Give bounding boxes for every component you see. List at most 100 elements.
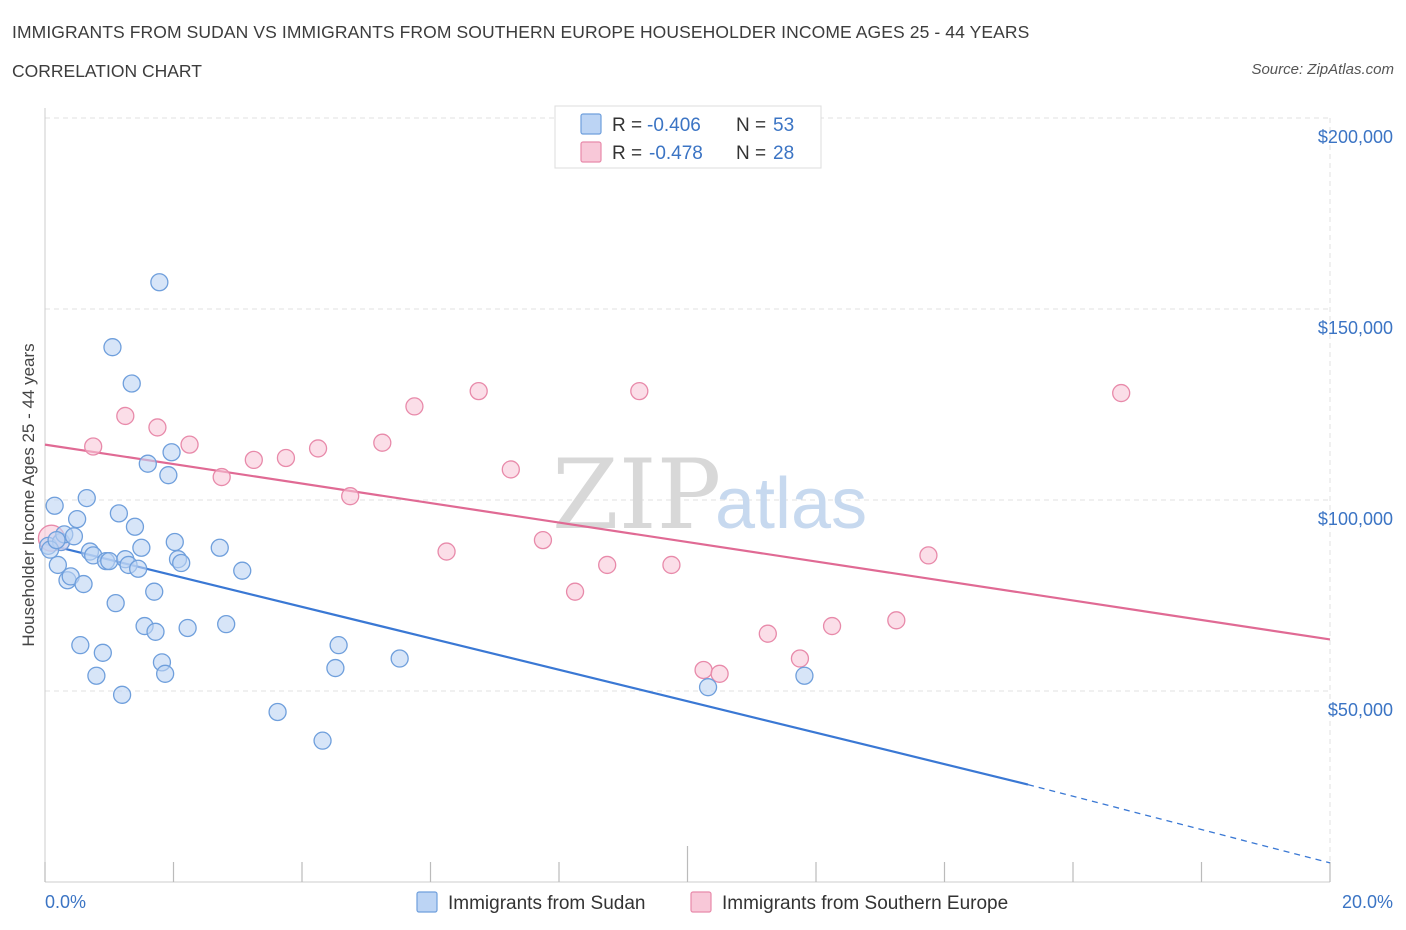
point-sudan-2 xyxy=(48,555,67,575)
legend-r-value-sudan: -0.406 xyxy=(647,115,701,136)
point-sudan-39 xyxy=(172,553,191,573)
legend-swatch-southern-europe xyxy=(580,141,602,163)
watermark-zip: ZIP xyxy=(552,439,721,551)
point-sudan-32 xyxy=(150,273,169,292)
point-southern-europe-16 xyxy=(533,530,553,550)
point-sudan-25 xyxy=(125,517,145,536)
point-sudan-34 xyxy=(155,664,175,683)
watermark-atlas: atlas xyxy=(715,464,867,544)
point-southern-europe-19 xyxy=(630,381,649,401)
point-sudan-1 xyxy=(45,496,64,515)
point-sudan-26 xyxy=(129,559,148,578)
y-tick-label-0: $50,000 xyxy=(1328,700,1393,720)
point-sudan-10 xyxy=(74,574,93,594)
point-sudan-52 xyxy=(47,530,66,550)
point-southern-europe-6 xyxy=(212,467,231,487)
x-tick-label-0: 0.0% xyxy=(45,892,86,912)
point-southern-europe-20 xyxy=(662,555,681,575)
legend-n-value-sudan: 53 xyxy=(773,115,794,136)
legend-r-label-sudan: R = xyxy=(612,115,642,136)
point-southern-europe-13 xyxy=(437,542,456,561)
point-southern-europe-2 xyxy=(84,437,103,456)
point-southern-europe-4 xyxy=(148,418,167,437)
point-sudan-15 xyxy=(93,643,112,662)
point-sudan-37 xyxy=(165,532,184,552)
y-tick-labels: $50,000 $100,000 $150,000 $200,000 xyxy=(1318,127,1393,720)
y-tick-label-1: $100,000 xyxy=(1318,509,1393,529)
chart-subtitle: CORRELATION CHART xyxy=(12,61,202,81)
point-southern-europe-17 xyxy=(565,582,585,601)
trend-lines xyxy=(44,443,1331,864)
point-southern-europe-14 xyxy=(469,381,488,401)
axes xyxy=(44,108,1331,883)
bottom-legend-label-southern-europe: Immigrants from Southern Europe xyxy=(722,893,1008,914)
point-sudan-19 xyxy=(106,593,125,613)
point-southern-europe-7 xyxy=(244,450,263,470)
trend-line-sudan xyxy=(44,542,1029,786)
legend-r-label-southern-europe: R = xyxy=(612,143,642,164)
point-southern-europe-25 xyxy=(822,616,842,636)
point-sudan-43 xyxy=(233,561,252,580)
point-sudan-21 xyxy=(112,685,132,704)
point-sudan-41 xyxy=(210,538,229,557)
point-southern-europe-22 xyxy=(710,664,729,683)
point-sudan-42 xyxy=(217,615,236,634)
point-southern-europe-15 xyxy=(501,460,520,479)
point-southern-europe-10 xyxy=(341,487,360,506)
point-southern-europe-8 xyxy=(276,448,296,468)
point-sudan-24 xyxy=(122,374,141,393)
y-tick-label-3: $200,000 xyxy=(1318,127,1393,147)
point-southern-europe-11 xyxy=(373,433,392,452)
point-sudan-7 xyxy=(64,527,84,546)
data-points xyxy=(37,273,1131,750)
point-sudan-48 xyxy=(390,649,409,668)
point-sudan-14 xyxy=(87,666,106,685)
point-sudan-40 xyxy=(178,618,197,638)
point-sudan-49 xyxy=(698,678,718,697)
point-sudan-50 xyxy=(795,666,814,685)
legend-n-label-southern-europe: N = xyxy=(736,143,766,164)
point-southern-europe-27 xyxy=(919,546,938,565)
trend-line-sudan-extrapolated xyxy=(1027,783,1331,864)
trend-line-southern-europe xyxy=(44,443,1331,641)
point-southern-europe-23 xyxy=(758,624,777,643)
point-sudan-18 xyxy=(103,338,122,357)
top-legend: R = -0.406 N = 53 R = -0.478 N = 28 xyxy=(554,105,822,169)
point-sudan-44 xyxy=(268,702,287,722)
legend-n-value-southern-europe: 28 xyxy=(773,143,794,164)
point-sudan-31 xyxy=(146,622,165,641)
y-axis-label: Householder Income Ages 25 - 44 years xyxy=(19,343,38,646)
watermark: ZIP atlas xyxy=(552,439,867,551)
point-sudan-30 xyxy=(145,582,164,601)
point-sudan-46 xyxy=(326,658,345,678)
bottom-legend-label-sudan: Immigrants from Sudan xyxy=(448,893,645,914)
point-southern-europe-12 xyxy=(405,397,424,416)
point-sudan-29 xyxy=(138,454,157,473)
y-tick-label-2: $150,000 xyxy=(1318,318,1393,338)
point-sudan-27 xyxy=(132,538,151,557)
point-sudan-45 xyxy=(313,731,332,750)
legend-n-label-sudan: N = xyxy=(736,115,766,136)
point-southern-europe-21 xyxy=(694,660,713,680)
point-sudan-35 xyxy=(159,466,178,485)
legend-swatch-sudan xyxy=(580,113,602,135)
point-sudan-47 xyxy=(329,636,348,655)
point-southern-europe-28 xyxy=(1112,383,1131,403)
point-sudan-20 xyxy=(109,504,129,523)
point-sudan-9 xyxy=(71,636,90,655)
point-southern-europe-3 xyxy=(116,406,135,426)
x-tick-label-1: 20.0% xyxy=(1342,892,1393,912)
legend-r-value-southern-europe: -0.478 xyxy=(649,143,703,164)
point-sudan-11 xyxy=(77,488,96,508)
bottom-legend-swatch-southern-europe xyxy=(690,891,712,913)
point-sudan-17 xyxy=(100,551,119,571)
point-southern-europe-18 xyxy=(598,555,617,575)
chart-title: IMMIGRANTS FROM SUDAN VS IMMIGRANTS FROM… xyxy=(12,22,1030,42)
bottom-legend: Immigrants from Sudan Immigrants from So… xyxy=(416,891,1008,914)
point-southern-europe-9 xyxy=(308,439,328,458)
point-sudan-36 xyxy=(162,443,181,462)
bottom-legend-swatch-sudan xyxy=(416,891,438,913)
point-southern-europe-24 xyxy=(790,649,810,668)
point-southern-europe-5 xyxy=(180,435,199,454)
